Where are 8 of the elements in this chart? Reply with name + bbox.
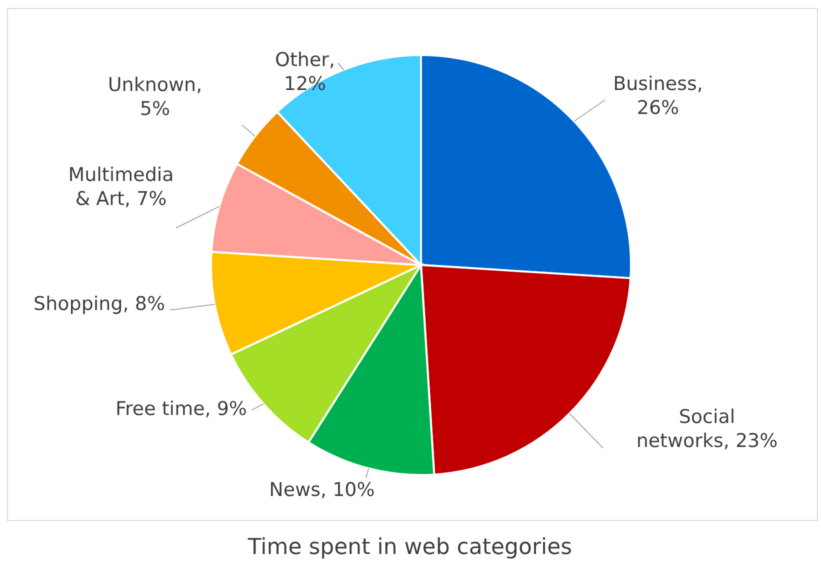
- slice-label: Business, 26%: [613, 73, 703, 120]
- slice-label: Multimedia & Art, 7%: [68, 164, 174, 210]
- text: Time spent in web categories: [246, 535, 572, 560]
- slice-label: Shopping, 8%: [34, 293, 165, 316]
- slice-label: News, 10%: [269, 479, 375, 502]
- slice-label: Unknown, 5%: [108, 74, 202, 120]
- slice-label: Free time, 9%: [115, 398, 247, 420]
- slice-label: Social networks, 23%: [636, 406, 778, 452]
